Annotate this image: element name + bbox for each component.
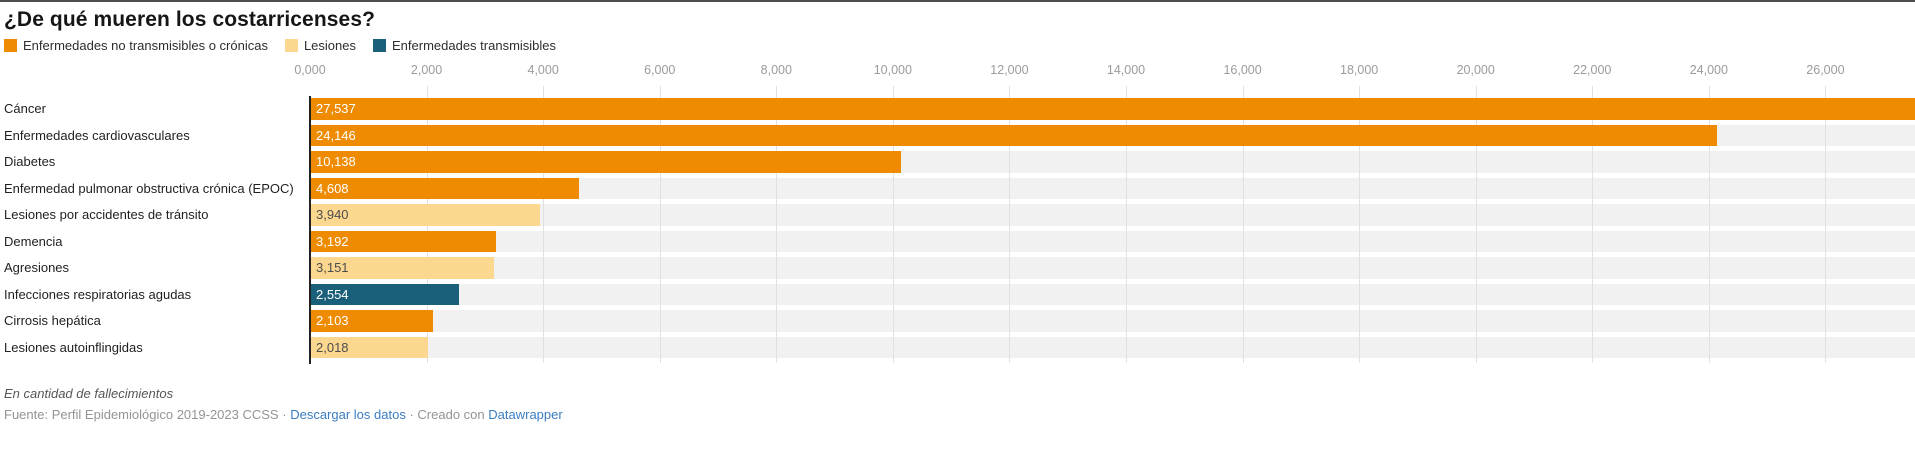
legend-label: Enfermedades transmisibles [392,38,557,53]
bar[interactable]: 3,192 [310,230,497,252]
gridline [776,86,778,363]
category-label: Infecciones respiratorias agudas [4,286,192,302]
bar-value-label: 4,608 [316,180,349,196]
bar-track: 2,103 [310,310,1915,332]
legend-item: Lesiones [284,38,356,53]
axis-tick-label: 24,000 [1689,63,1728,77]
table-row: Demencia 3,192 [0,230,1915,252]
bar[interactable]: 27,537 [310,98,1915,120]
gridline [1125,86,1127,363]
bar[interactable]: 2,018 [310,336,428,358]
axis-tick-label: 8,000 [760,63,792,77]
gridline [1242,86,1244,363]
gridline [659,86,661,363]
axis-tick-label: 20,000 [1456,63,1495,77]
legend-label: Lesiones [303,38,356,53]
gridline [1009,86,1011,363]
table-row: Diabetes 10,138 [0,151,1915,173]
axis-tick-label: 22,000 [1573,63,1612,77]
bar[interactable]: 2,554 [310,283,459,305]
gridline [543,86,545,363]
table-row: Enfermedades cardiovasculares 24,146 [0,124,1915,146]
axis-tick-label: 12,000 [990,63,1029,77]
datawrapper-link[interactable]: Datawrapper [488,407,563,422]
legend-swatch-icon [4,39,17,52]
gridline [892,86,894,363]
gridline [1475,86,1477,363]
bar-value-label: 3,192 [316,233,349,249]
separator: · [282,407,287,422]
bar-value-label: 24,146 [316,127,356,143]
category-label: Enfermedades cardiovasculares [4,127,190,143]
bar-rows: Cáncer 27,537 Enfermedades cardiovasculare… [0,98,1915,363]
bar-track: 27,537 [310,98,1915,120]
bar-track: 10,138 [310,151,1915,173]
source-line: Fuente: Perfil Epidemiológico 2019-2023 … [4,407,563,422]
bar-track: 3,192 [310,230,1915,252]
bar[interactable]: 4,608 [310,177,579,199]
gridline [1708,86,1710,363]
table-row: Lesiones autoinflingidas 2,018 [0,336,1915,358]
bar-track: 4,608 [310,177,1915,199]
bar-track: 24,146 [310,124,1915,146]
bar[interactable]: 2,103 [310,310,433,332]
bar-track: 3,940 [310,204,1915,226]
bar[interactable]: 3,151 [310,257,494,279]
axis-tick-label: 16,000 [1223,63,1262,77]
bar-track: 3,151 [310,257,1915,279]
axis-tick-label: 14,000 [1106,63,1146,77]
page-title: ¿De qué mueren los costarricenses? [4,8,376,31]
bar-value-label: 3,151 [316,260,349,275]
category-label: Enfermedad pulmonar obstructiva crónica … [4,180,294,196]
bar[interactable]: 10,138 [310,151,901,173]
axis-tick-label: 26,000 [1806,63,1845,77]
axis-tick-label: 4,000 [527,63,559,77]
legend-label: Enfermedades no transmisibles o crónicas [23,38,268,53]
legend-item: Enfermedades no transmisibles o crónicas [4,38,268,53]
table-row: Agresiones 3,151 [0,257,1915,279]
bar-track: 2,554 [310,283,1915,305]
axis-zero-line [309,96,311,364]
bar[interactable]: 3,940 [310,204,540,226]
bar-value-label: 27,537 [316,101,356,116]
bar-track: 2,018 [310,336,1915,358]
axis-tick-label: 0,000 [294,63,326,77]
axis-tick-label: 10,000 [873,63,912,77]
category-label: Lesiones autoinflingidas [4,339,143,355]
axis-tick-label: 2,000 [410,63,443,77]
category-label: Cirrosis hepática [4,313,101,328]
bar-value-label: 2,103 [316,313,349,328]
legend-swatch-icon [284,39,298,52]
table-row: Enfermedad pulmonar obstructiva crónica … [0,177,1915,199]
axis-tick-label: 18,000 [1340,63,1379,77]
x-axis: 0,000 2,000 4,000 6,000 8,000 10,000 12,000 14,… [294,63,1915,79]
download-data-link[interactable]: Descargar los datos [290,407,406,422]
bar-value-label: 2,018 [316,339,349,355]
chart-note: En cantidad de fallecimientos [4,386,174,401]
category-label: Diabetes [4,154,56,169]
separator: · [409,407,414,422]
category-label: Demencia [4,233,63,249]
category-label: Cáncer [4,101,46,116]
legend-item: Enfermedades transmisibles [373,38,556,53]
legend: Enfermedades no transmisibles o crónicas… [4,38,556,53]
bar[interactable]: 24,146 [310,124,1718,146]
legend-swatch-icon [373,39,386,52]
source-text: Fuente: Perfil Epidemiológico 2019-2023 … [4,407,279,422]
created-with-text: Creado con [417,407,485,422]
category-label: Lesiones por accidentes de tránsito [4,207,209,222]
table-row: Cirrosis hepática 2,103 [0,310,1915,332]
axis-tick-label: 6,000 [644,63,676,77]
table-row: Lesiones por accidentes de tránsito 3,940 [0,204,1915,226]
gridline [1825,86,1827,363]
gridline [1592,86,1594,363]
bar-value-label: 2,554 [316,286,349,302]
table-row: Cáncer 27,537 [0,98,1915,120]
bar-value-label: 10,138 [316,154,356,169]
category-label: Agresiones [4,260,70,275]
table-row: Infecciones respiratorias agudas 2,554 [0,283,1915,305]
gridline [1359,86,1361,363]
bar-value-label: 3,940 [316,207,349,222]
